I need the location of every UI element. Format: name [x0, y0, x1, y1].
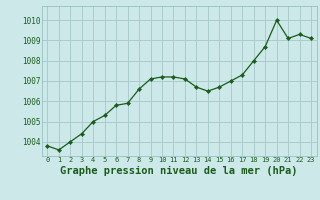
X-axis label: Graphe pression niveau de la mer (hPa): Graphe pression niveau de la mer (hPa): [60, 166, 298, 176]
